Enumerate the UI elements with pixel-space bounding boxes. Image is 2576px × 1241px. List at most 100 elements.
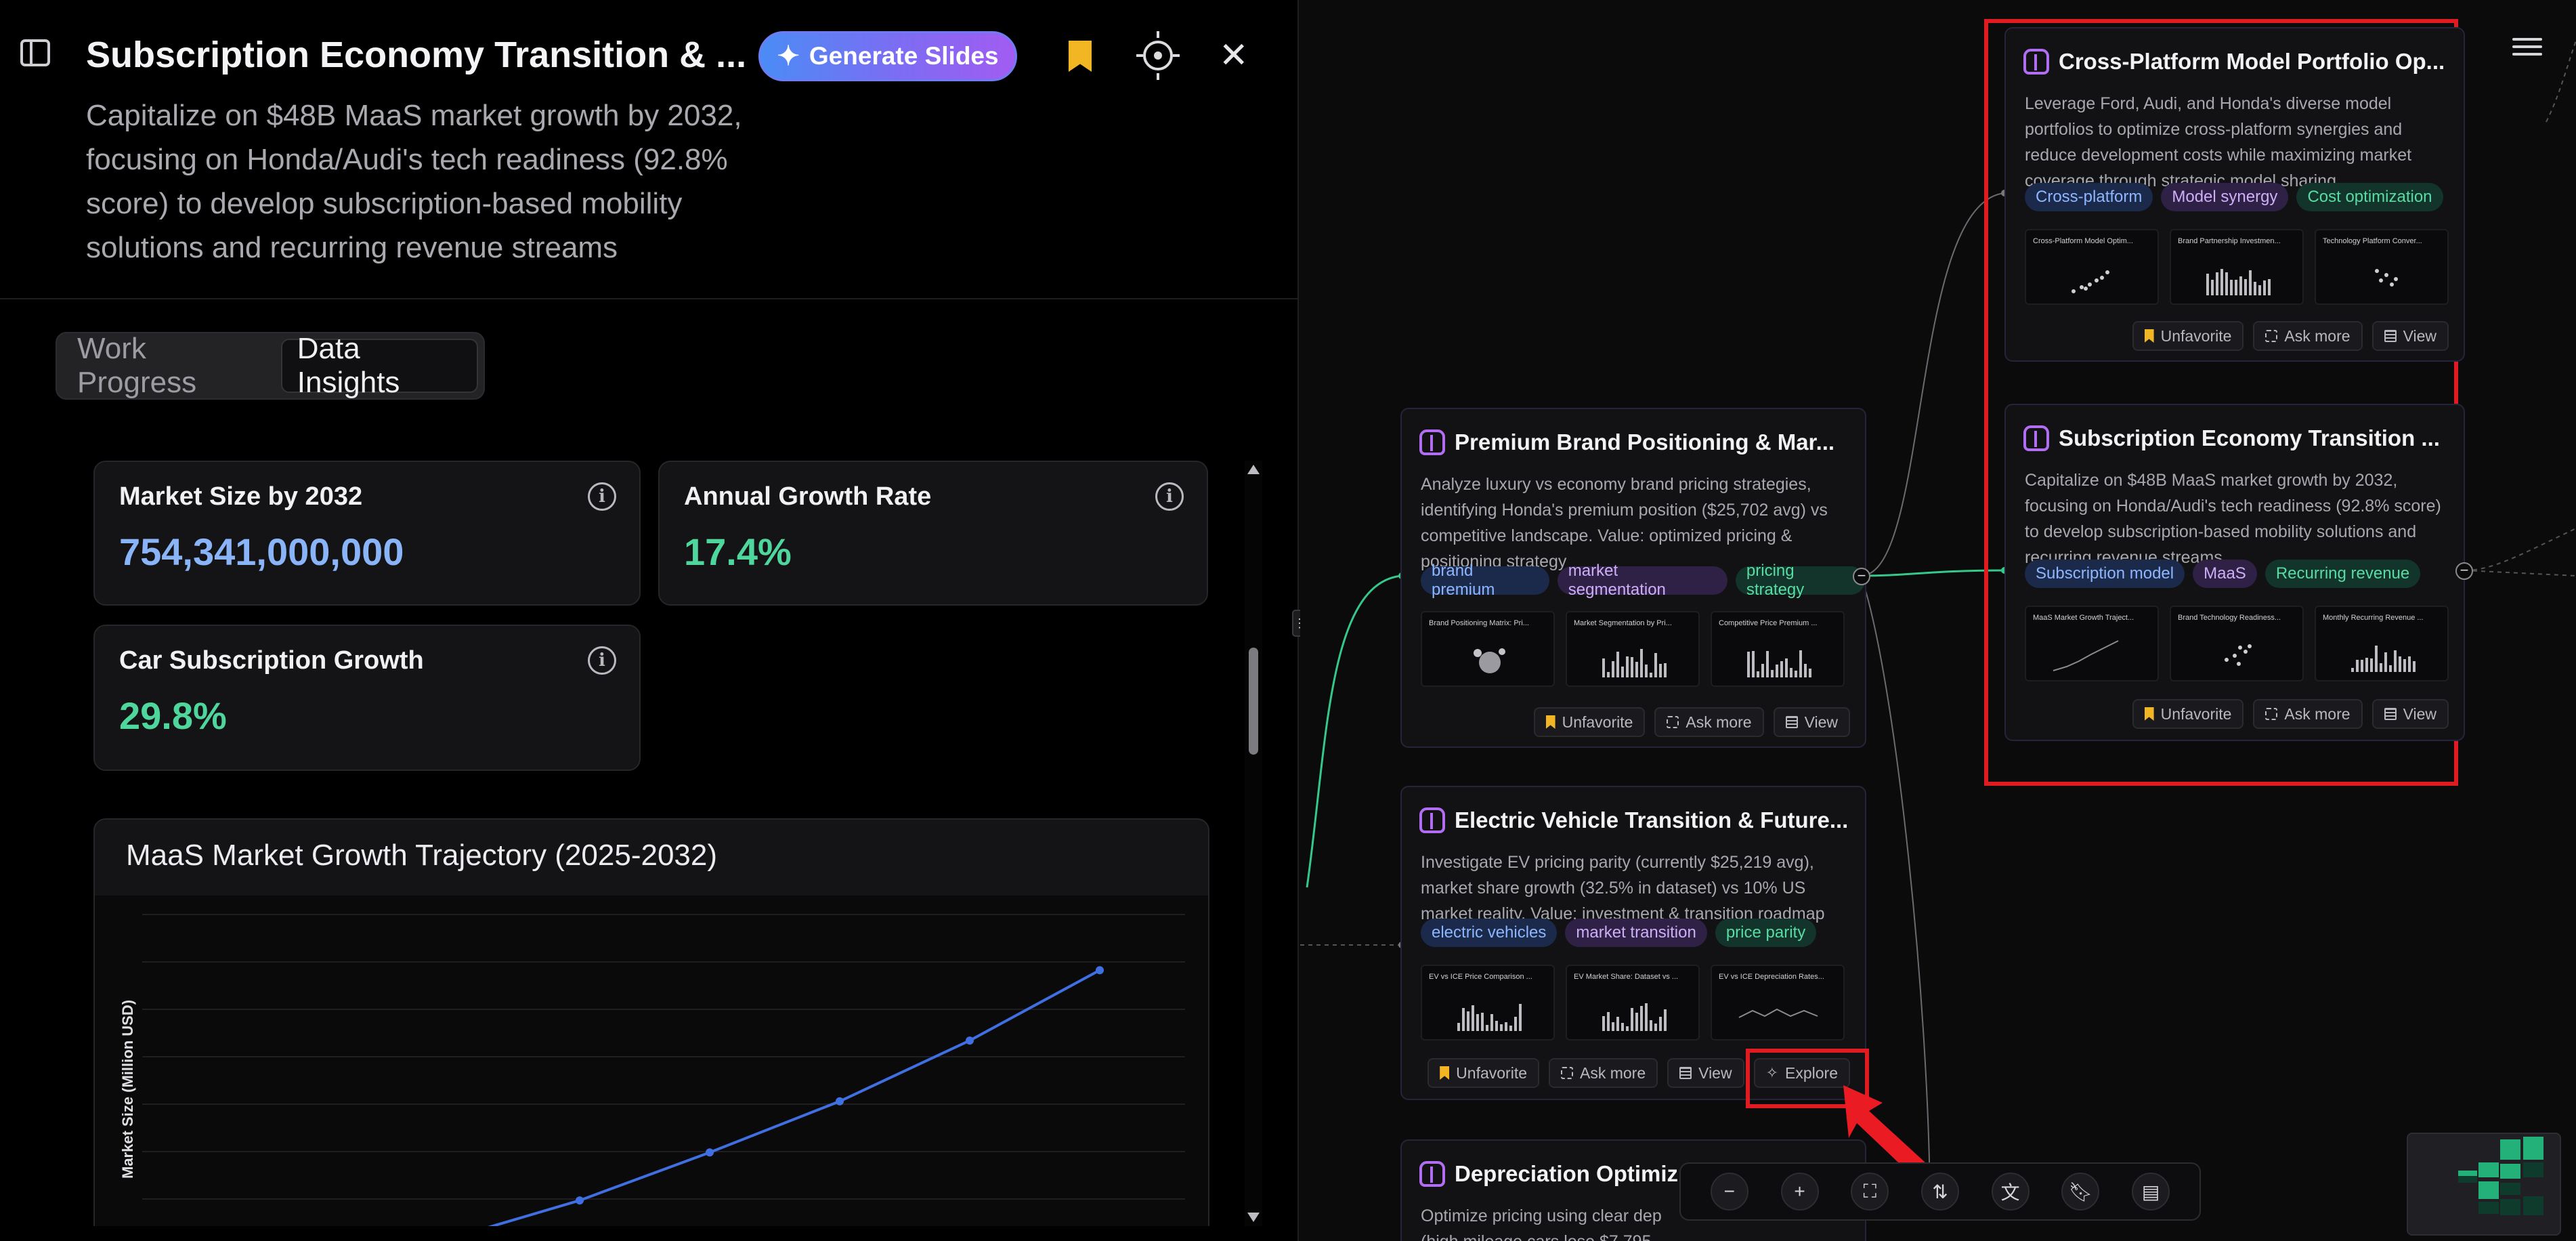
data-point-2029[interactable]	[706, 1148, 714, 1157]
unfavorite-button[interactable]: Unfavorite	[1533, 707, 1646, 737]
minimap-node	[2458, 1171, 2477, 1176]
sparkle-icon: ✧	[1765, 1064, 1779, 1081]
node-header: Subscription Economy Transition ...	[2023, 425, 2447, 451]
mini-chart[interactable]: EV vs ICE Price Comparison ...	[1421, 965, 1555, 1040]
minimap-node	[2478, 1202, 2499, 1214]
highlight-box-selected-nodes	[1984, 19, 2458, 786]
mini-bar-chart	[1602, 649, 1667, 677]
ask-more-button[interactable]: Ask more	[2253, 699, 2363, 729]
view-button[interactable]: View	[1667, 1058, 1744, 1088]
unfavorite-button[interactable]: Unfavorite	[1427, 1058, 1539, 1088]
minimap-node	[2500, 1199, 2520, 1215]
data-point-2030[interactable]	[836, 1097, 844, 1106]
bookmark-icon[interactable]	[1069, 41, 1092, 72]
mini-chart[interactable]: Market Segmentation by Pri...	[1566, 611, 1700, 687]
translate-icon[interactable]: 文	[1991, 1173, 2030, 1211]
info-icon[interactable]: i	[588, 482, 616, 511]
tag: Recurring revenue	[2264, 560, 2421, 588]
mini-bar	[1776, 665, 1778, 677]
node-tags: Subscription model MaaS Recurring revenu…	[2025, 560, 2421, 588]
mini-bar	[2356, 660, 2359, 672]
tab-work-progress[interactable]: Work Progress	[77, 332, 197, 399]
ask-more-button[interactable]: Ask more	[1549, 1058, 1658, 1088]
mini-bar	[1631, 1008, 1633, 1031]
mini-chart[interactable]: EV vs ICE Depreciation Rates...	[1711, 965, 1845, 1040]
node-electric-vehicle[interactable]: Electric Vehicle Transition & Future... …	[1400, 786, 1866, 1100]
unfavorite-button[interactable]: Unfavorite	[2132, 321, 2244, 351]
mind-map-canvas[interactable]: Premium Brand Positioning & Mar... Analy…	[1300, 0, 2576, 1241]
insights-scroll-area: Market Size by 2032 i 754,341,000,000 An…	[62, 461, 1254, 1226]
mini-bar	[2403, 659, 2406, 672]
node-cross-platform[interactable]: Cross-Platform Model Portfolio Op... Lev…	[2004, 27, 2465, 362]
scroll-down-arrow-icon[interactable]	[1247, 1213, 1260, 1222]
ask-more-button[interactable]: Ask more	[2253, 321, 2363, 351]
mini-bar	[2375, 646, 2378, 672]
scrollbar-thumb[interactable]	[1249, 648, 1258, 755]
collapse-node-button[interactable]: −	[1853, 568, 1870, 585]
unfavorite-button[interactable]: Unfavorite	[2132, 699, 2244, 729]
node-title: Electric Vehicle Transition & Future...	[1455, 807, 1849, 833]
vertical-scrollbar[interactable]	[1245, 461, 1262, 1226]
tab-data-insights[interactable]: Data Insights	[280, 332, 478, 399]
zoom-in-icon[interactable]: +	[1780, 1173, 1819, 1211]
bookmark-icon[interactable]: 🔖︎	[2061, 1173, 2100, 1211]
view-button[interactable]: View	[2371, 699, 2449, 729]
mini-bar	[1486, 1025, 1488, 1031]
line-chart	[142, 914, 1185, 1226]
mini-chart[interactable]: Competitive Price Premium ...	[1711, 611, 1845, 687]
view-label: View	[2403, 327, 2437, 345]
mini-bar	[1626, 656, 1629, 677]
zoom-out-icon[interactable]: −	[1710, 1173, 1748, 1211]
generate-slides-button[interactable]: ✦ Generate Slides	[758, 31, 1017, 81]
close-icon[interactable]: ✕	[1219, 36, 1249, 75]
mini-bar	[1650, 673, 1652, 677]
mini-chart[interactable]: Cross-Platform Model Optim...	[2025, 229, 2159, 305]
node-subscription-economy[interactable]: Subscription Economy Transition ... Capi…	[2004, 404, 2465, 741]
mini-bar	[1809, 669, 1811, 677]
explore-button[interactable]: ✧ Explore	[1753, 1058, 1850, 1088]
node-title: Subscription Economy Transition ...	[2059, 425, 2440, 450]
panel-description: Capitalize on $48B MaaS market growth by…	[86, 99, 742, 264]
node-actions: Unfavorite Ask more View ✧ Explore	[1427, 1058, 1850, 1088]
mini-chart[interactable]: Brand Technology Readiness...	[2170, 606, 2304, 681]
node-mini-charts: Cross-Platform Model Optim... Brand Part…	[2025, 229, 2449, 305]
mini-chart[interactable]: Technology Platform Conver...	[2315, 229, 2449, 305]
explore-label: Explore	[1785, 1064, 1838, 1082]
mini-chart-title: Competitive Price Premium ...	[1719, 619, 1818, 627]
mini-bar	[1462, 1008, 1465, 1031]
data-point-2028[interactable]	[576, 1196, 584, 1205]
ask-more-button[interactable]: Ask more	[1654, 707, 1764, 737]
sidebar-toggle-icon[interactable]	[20, 39, 50, 66]
mini-chart[interactable]: EV Market Share: Dataset vs ...	[1566, 965, 1700, 1040]
scroll-up-arrow-icon[interactable]	[1247, 465, 1260, 474]
node-premium-brand[interactable]: Premium Brand Positioning & Mar... Analy…	[1400, 408, 1866, 748]
mini-chart-title: Monthly Recurring Revenue ...	[2323, 614, 2424, 622]
collapse-node-button[interactable]: −	[2455, 562, 2473, 580]
view-label: View	[1804, 713, 1838, 731]
data-point-2032[interactable]	[1096, 966, 1104, 975]
info-icon[interactable]: i	[1155, 482, 1184, 511]
mini-chart[interactable]: Monthly Recurring Revenue ...	[2315, 606, 2449, 681]
tag: Subscription model	[2025, 560, 2185, 588]
data-point-2031[interactable]	[966, 1036, 974, 1045]
metric-card-car-subscription: Car Subscription Growth i 29.8%	[93, 625, 641, 771]
mini-chart[interactable]: MaaS Market Growth Traject...	[2025, 606, 2159, 681]
locate-icon[interactable]	[1136, 41, 1180, 70]
mini-bar	[2384, 652, 2387, 672]
info-icon[interactable]: i	[588, 646, 616, 675]
mini-bar	[1612, 1022, 1614, 1031]
mini-bar	[2268, 279, 2271, 295]
view-button[interactable]: View	[2371, 321, 2449, 351]
mini-bar	[1795, 671, 1797, 677]
document-icon[interactable]: ▤	[2132, 1173, 2170, 1211]
menu-icon[interactable]	[2512, 38, 2542, 58]
mini-bar	[1519, 1004, 1522, 1031]
fit-view-icon[interactable]: ⛶	[1851, 1173, 1889, 1211]
canvas-minimap[interactable]	[2407, 1133, 2561, 1236]
view-button[interactable]: View	[1773, 707, 1850, 737]
unfavorite-label: Unfavorite	[1562, 713, 1633, 731]
mini-chart[interactable]: Brand Positioning Matrix: Pri...	[1421, 611, 1555, 687]
sort-icon[interactable]: ⇅	[1920, 1173, 1959, 1211]
mini-chart[interactable]: Brand Partnership Investmen...	[2170, 229, 2304, 305]
unfavorite-label: Unfavorite	[2160, 704, 2232, 723]
